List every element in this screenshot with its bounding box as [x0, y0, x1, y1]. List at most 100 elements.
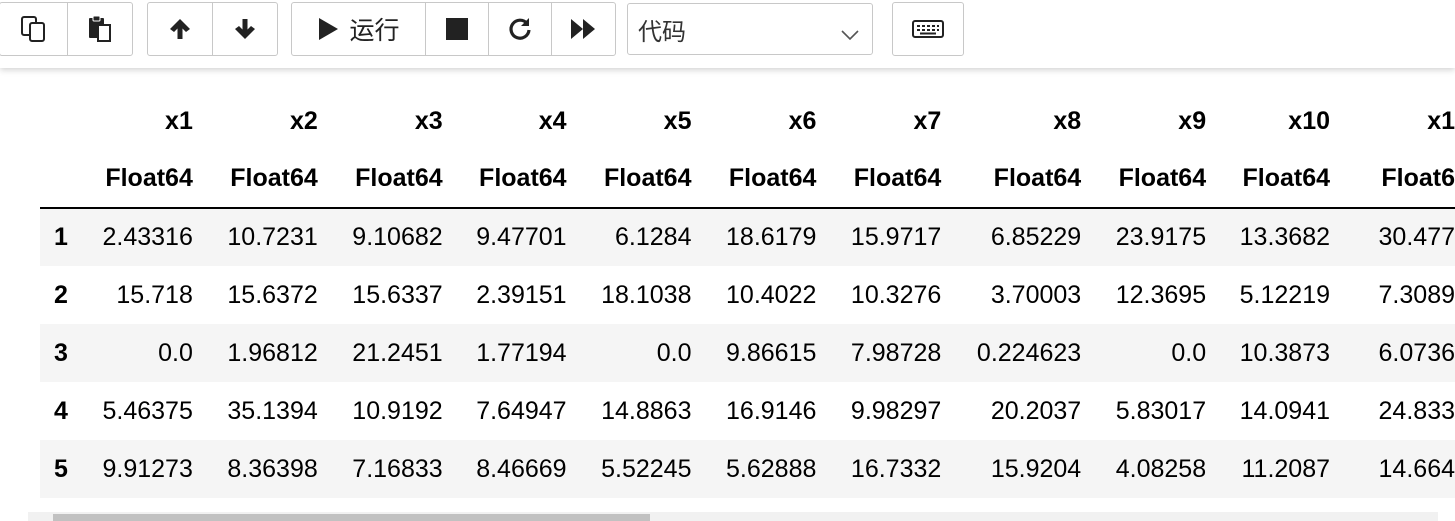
table-cell: 7.98728 [850, 338, 942, 367]
table-cell: 8.46669 [476, 454, 567, 483]
table-cell: 13.3682 [1239, 223, 1331, 251]
row-index: 2 [54, 280, 68, 309]
column-header: x3 [414, 106, 443, 135]
column-header: x7 [913, 106, 942, 135]
column-header: x6 [788, 106, 817, 135]
row-index: 1 [54, 223, 68, 251]
column-type: Float64 [691, 150, 817, 209]
table-cell: 0.0 [158, 338, 193, 367]
table-cell: 9.86615 [726, 338, 817, 367]
table-cell: 6.85229 [990, 223, 1082, 251]
column-type-row: Float64 Float64 Float64 Float64 Float64 Float… [40, 150, 1455, 209]
table-cell: 23.9175 [1115, 223, 1207, 251]
table-cell: 15.6337 [352, 280, 443, 309]
table-cell: 14.0941 [1239, 396, 1331, 425]
keyboard-shortcuts-button[interactable] [892, 2, 964, 56]
table-cell: 16.7332 [850, 454, 942, 483]
table-cell: 10.7231 [227, 223, 318, 251]
table-cell: 18.6179 [726, 223, 817, 251]
table-cell: 11.2087 [1241, 454, 1331, 483]
column-type: Float64 [81, 150, 193, 209]
paste-icon [85, 14, 115, 44]
table-cell: 10.3276 [850, 280, 942, 309]
table-cell: 1.96812 [227, 338, 318, 367]
run-button[interactable]: 运行 [291, 2, 426, 56]
table-cell: 5.83017 [1115, 396, 1207, 425]
arrow-down-icon [232, 16, 258, 42]
paste-cell-button[interactable] [67, 2, 133, 56]
table-cell: 12.3695 [1115, 280, 1207, 309]
table-cell: 1.77194 [476, 338, 567, 367]
column-type: Float64 [317, 150, 443, 209]
arrow-up-icon [167, 16, 193, 42]
table-cell: 9.47701 [476, 223, 567, 251]
scrollbar-thumb[interactable] [53, 514, 650, 521]
table-cell: 35.1394 [227, 396, 318, 425]
run-label: 运行 [349, 16, 400, 45]
stop-icon [445, 17, 469, 41]
column-header: x2 [289, 106, 318, 135]
chevron-down-icon [840, 20, 860, 48]
table-cell: 7.3089 [1378, 280, 1455, 309]
column-header: x4 [538, 106, 567, 135]
table-cell: 8.36398 [227, 454, 318, 483]
table-cell: 18.1038 [601, 280, 692, 309]
horizontal-scrollbar[interactable] [28, 512, 1438, 521]
column-header: x9 [1178, 106, 1207, 135]
table-cell: 0.0 [656, 338, 692, 367]
restart-kernel-button[interactable] [488, 2, 552, 56]
table-cell: 2.43316 [102, 223, 193, 251]
table-cell: 0.0 [1171, 338, 1207, 367]
table-cell: 10.9192 [352, 396, 443, 425]
table-cell: 20.2037 [990, 396, 1082, 425]
column-type: Float64 [816, 150, 942, 209]
table-cell: 7.64947 [476, 396, 567, 425]
cell-type-select[interactable]: 代码 [627, 3, 873, 55]
table-cell: 7.16833 [352, 454, 443, 483]
clipboard-button-group [0, 2, 133, 56]
table-row: 5 9.91273 8.36398 7.16833 8.46669 5.52245 5.62… [40, 440, 1455, 498]
column-type: Float64 [566, 150, 692, 209]
column-header: x1 [1427, 106, 1455, 135]
index-header [40, 92, 82, 150]
table-cell: 5.62888 [726, 454, 817, 483]
move-up-button[interactable] [147, 2, 213, 56]
restart-run-all-button[interactable] [551, 2, 616, 56]
table-cell: 14.8863 [601, 396, 692, 425]
table-cell: 9.10682 [352, 223, 443, 251]
table-cell: 16.9146 [726, 396, 817, 425]
table-row: 1 2.43316 10.7231 9.10682 9.47701 6.1284 18.61… [40, 208, 1455, 266]
table-cell: 4.08258 [1115, 454, 1207, 483]
column-header: x5 [663, 106, 692, 135]
table-cell: 5.46375 [102, 396, 193, 425]
copy-icon [19, 14, 49, 44]
table-cell: 5.12219 [1239, 280, 1331, 309]
table-cell: 6.1284 [615, 223, 692, 251]
column-type: Float64 [941, 150, 1082, 209]
table-cell: 0.224623 [976, 338, 1082, 367]
table-cell: 15.9717 [850, 223, 942, 251]
interrupt-button[interactable] [425, 2, 489, 56]
column-type: Float64 [1206, 150, 1331, 209]
table-cell: 14.664 [1378, 454, 1455, 483]
table-cell: 15.718 [116, 280, 193, 309]
move-down-button[interactable] [212, 2, 278, 56]
table-cell: 6.0736 [1378, 338, 1455, 367]
restart-icon [507, 16, 533, 42]
notebook-toolbar: 运行 代码 [0, 0, 1455, 68]
index-type-header [40, 150, 82, 209]
column-name-row: x1 x2 x3 x4 x5 x6 x7 x8 x9 x10 x1 [40, 92, 1455, 150]
copy-cell-button[interactable] [0, 2, 68, 56]
table-row: 2 15.718 15.6372 15.6337 2.39151 18.1038 10.40… [40, 266, 1455, 324]
shortcut-button-group [892, 2, 964, 56]
cell-type-value: 代码 [638, 17, 686, 46]
column-header: x1 [165, 106, 193, 135]
run-button-group: 运行 [291, 2, 616, 56]
table-cell: 30.477 [1378, 223, 1455, 251]
table-cell: 15.9204 [990, 454, 1082, 483]
row-index: 5 [54, 454, 68, 483]
column-header: x8 [1053, 106, 1082, 135]
table-cell: 5.52245 [601, 454, 692, 483]
row-index: 3 [54, 338, 68, 367]
column-type: Float6 [1330, 150, 1455, 209]
